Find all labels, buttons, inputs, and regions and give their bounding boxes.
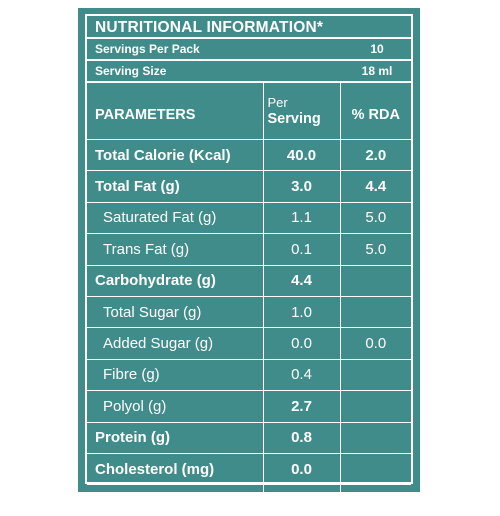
nutrient-name: Trans Fat (g)	[87, 233, 264, 266]
per-serving-value: 3.0	[262, 170, 341, 203]
per-serving-value: 0.0	[262, 452, 341, 486]
nutrition-table: PARAMETERS Per Serving % RDA Total Calor…	[87, 83, 411, 516]
per-serving-value: 40.0	[262, 138, 341, 172]
per-serving-value: 0.4	[262, 358, 341, 392]
serving-size-value: 18 ml	[361, 64, 393, 78]
serving-header-text: Serving	[267, 111, 321, 127]
table-row: Cholesterol (mg) 0.0	[87, 452, 411, 486]
table-row: Total Calorie (Kcal) 40.0 2.0	[87, 138, 411, 172]
per-header-text: Per	[267, 95, 288, 110]
per-serving-value: 16.0	[262, 484, 341, 516]
nutrient-name: Fibre (g)	[87, 358, 264, 392]
nutrient-name: Saturated Fat (g)	[87, 201, 264, 235]
table-row: Carbohydrate (g) 4.4	[87, 264, 411, 297]
nutrient-name: Total Calorie (Kcal)	[87, 138, 264, 172]
table-row: Sodium (mg) 16.0 0.8	[87, 484, 411, 516]
table-row: Polyol (g) 2.7	[87, 390, 411, 423]
serving-size-row: Serving Size 18 ml	[87, 61, 411, 83]
per-serving-value: 0.8	[262, 421, 341, 454]
per-serving-value: 4.4	[262, 264, 341, 297]
table-row: Total Sugar (g) 1.0	[87, 295, 411, 329]
nutrient-name: Cholesterol (mg)	[87, 452, 264, 486]
rda-value: 2.0	[339, 138, 411, 172]
rda-value	[339, 390, 411, 423]
per-serving-value: 0.1	[262, 233, 341, 266]
table-row: Fibre (g) 0.4	[87, 358, 411, 392]
nutrition-label-frame: NUTRITIONAL INFORMATION* Servings Per Pa…	[85, 14, 413, 516]
parameters-header: PARAMETERS	[87, 83, 264, 140]
rda-value: 4.4	[339, 170, 411, 203]
per-serving-value: 0.0	[262, 327, 341, 360]
nutrient-name: Total Fat (g)	[87, 170, 264, 203]
nutrition-rows: Total Calorie (Kcal) 40.0 2.0 Total Fat (g)…	[87, 138, 411, 516]
table-header-row: PARAMETERS Per Serving % RDA	[87, 83, 411, 140]
nutrition-label-panel: NUTRITIONAL INFORMATION* Servings Per Pa…	[78, 8, 420, 516]
table-row: Saturated Fat (g) 1.1 5.0	[87, 201, 411, 235]
nutrient-name: Added Sugar (g)	[87, 327, 264, 360]
nutrient-name: Sodium (mg)	[87, 484, 264, 516]
per-serving-value: 2.7	[262, 390, 341, 423]
rda-value: 0.8	[339, 484, 411, 516]
servings-per-pack-value: 10	[370, 42, 384, 56]
nutrient-name: Total Sugar (g)	[87, 295, 264, 329]
rda-value	[339, 452, 411, 486]
rda-value	[339, 358, 411, 392]
per-serving-value: 1.1	[262, 201, 341, 235]
nutrient-name: Protein (g)	[87, 421, 264, 454]
serving-size-label: Serving Size	[95, 64, 167, 78]
servings-per-pack-label: Servings Per Pack	[95, 42, 200, 56]
nutrition-title: NUTRITIONAL INFORMATION*	[87, 16, 411, 39]
table-row: Total Fat (g) 3.0 4.4	[87, 170, 411, 203]
nutrient-name: Carbohydrate (g)	[87, 264, 264, 297]
rda-value	[339, 264, 411, 297]
table-row: Added Sugar (g) 0.0 0.0	[87, 327, 411, 360]
rda-value	[339, 421, 411, 454]
rda-value	[339, 295, 411, 329]
rda-value: 5.0	[339, 201, 411, 235]
rda-value: 5.0	[339, 233, 411, 266]
servings-per-pack-row: Servings Per Pack 10	[87, 39, 411, 61]
per-serving-header: Per Serving	[262, 83, 341, 140]
rda-header: % RDA	[339, 83, 411, 140]
table-row: Trans Fat (g) 0.1 5.0	[87, 233, 411, 266]
nutrient-name: Polyol (g)	[87, 390, 264, 423]
per-serving-value: 1.0	[262, 295, 341, 329]
table-row: Protein (g) 0.8	[87, 421, 411, 454]
rda-value: 0.0	[339, 327, 411, 360]
